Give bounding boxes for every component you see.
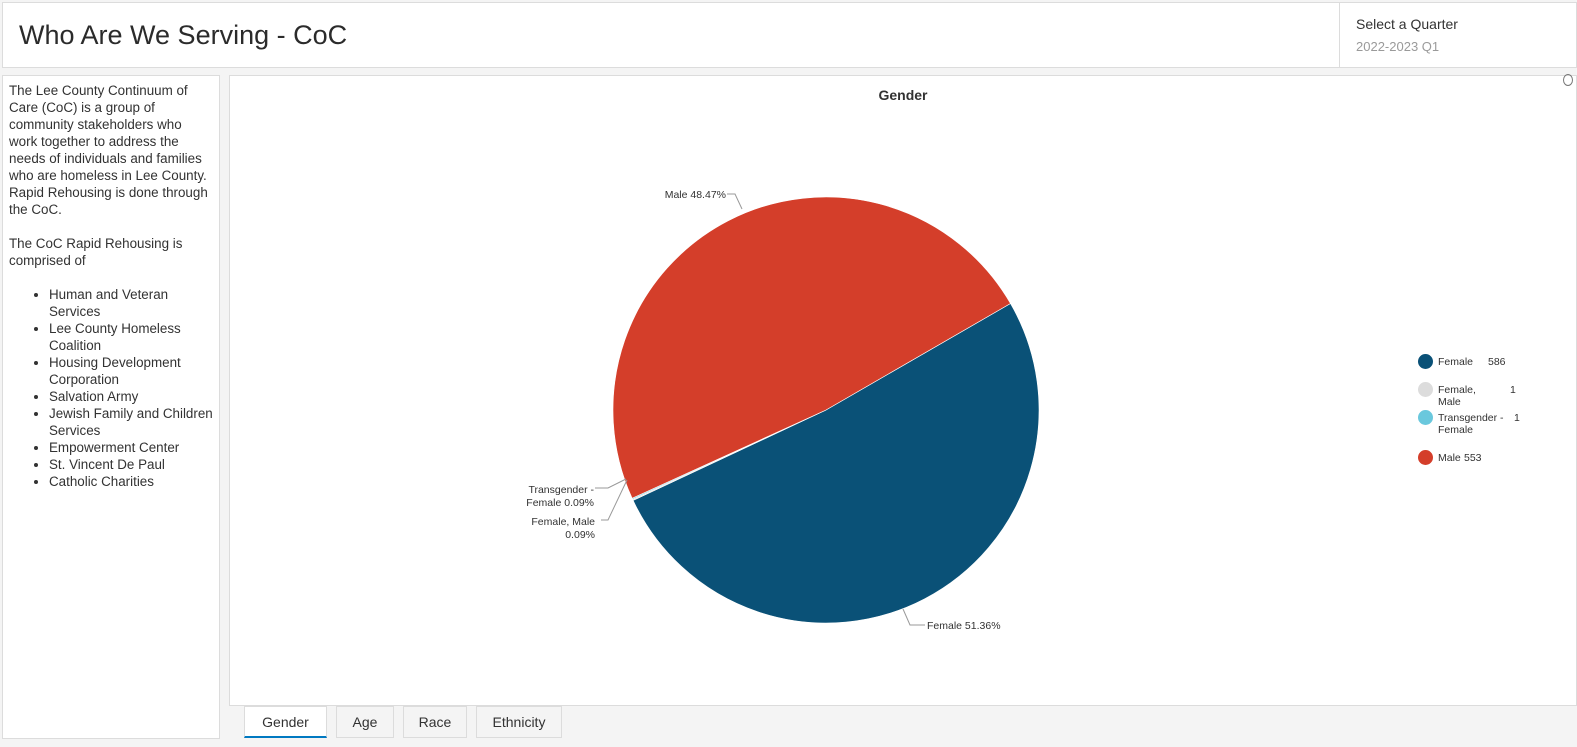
chart-panel: Gender Male 48.47% Female 51.36% Transge…: [229, 75, 1577, 706]
tab-ethnicity[interactable]: Ethnicity: [476, 706, 562, 738]
slice-label-female: Female 51.36%: [927, 620, 1001, 632]
intro-paragraph: The Lee County Continuum of Care (CoC) i…: [9, 83, 208, 217]
member-list-item: St. Vincent De Paul: [49, 456, 213, 473]
legend-value: 1: [1510, 384, 1516, 396]
member-list-item: Housing Development Corporation: [49, 354, 213, 388]
legend-label: Male: [1438, 452, 1461, 464]
info-icon[interactable]: [1563, 74, 1573, 86]
legend-value: 1: [1514, 412, 1520, 424]
slice-label-transgender: Female 0.09%: [526, 497, 594, 509]
member-list-item: Salvation Army: [49, 388, 213, 405]
leader-line-male: [727, 193, 743, 210]
intro-text-panel: The Lee County Continuum of Care (CoC) i…: [2, 75, 220, 739]
page-title: Who Are We Serving - CoC: [19, 20, 348, 50]
tab-gender[interactable]: Gender: [244, 706, 327, 738]
slice-label-female-male: 0.09%: [565, 529, 595, 541]
legend-swatch: [1418, 354, 1433, 369]
slice-label-male: Male 48.47%: [665, 189, 726, 201]
legend-swatch: [1418, 410, 1433, 425]
tab-age[interactable]: Age: [336, 706, 394, 738]
slice-label-female-male: Female, Male: [531, 516, 595, 528]
legend-swatch: [1418, 450, 1433, 465]
quarter-selector-label: Select a Quarter: [1356, 16, 1458, 32]
legend-label: Female, Male: [1438, 384, 1476, 408]
leader-line-female: [902, 608, 925, 626]
member-list: Human and Veteran Services Lee County Ho…: [9, 286, 213, 490]
tab-race[interactable]: Race: [403, 706, 467, 738]
leader-line-female-male: [601, 479, 628, 521]
legend-value: 553: [1464, 452, 1482, 464]
legend-swatch: [1418, 382, 1433, 397]
gender-pie-chart: Male 48.47% Female 51.36% Transgender - …: [526, 189, 1040, 632]
pie-slice-female[interactable]: [632, 303, 1040, 624]
dashboard-header: Who Are We Serving - CoC Select a Quarte…: [2, 2, 1577, 68]
legend-value: 586: [1488, 356, 1506, 368]
legend-label: Transgender - Female: [1438, 412, 1504, 436]
member-list-item: Catholic Charities: [49, 473, 213, 490]
quarter-selector[interactable]: Select a Quarter 2022-2023 Q1: [1339, 3, 1577, 67]
pie-slice-male[interactable]: [612, 196, 1011, 499]
member-list-item: Jewish Family and Children Services: [49, 405, 213, 439]
member-list-item: Empowerment Center: [49, 439, 213, 456]
leader-lines: [595, 193, 925, 626]
quarter-selector-value[interactable]: 2022-2023 Q1: [1356, 39, 1440, 54]
member-list-item: Lee County Homeless Coalition: [49, 320, 213, 354]
slice-label-transgender: Transgender -: [528, 484, 594, 496]
legend-label: Female: [1438, 356, 1474, 368]
intro-paragraph-2: The CoC Rapid Rehousing is comprised of: [9, 236, 183, 268]
chart-title: Gender: [878, 87, 928, 103]
member-list-item: Human and Veteran Services: [49, 286, 213, 320]
leader-line-transgender: [595, 478, 627, 489]
